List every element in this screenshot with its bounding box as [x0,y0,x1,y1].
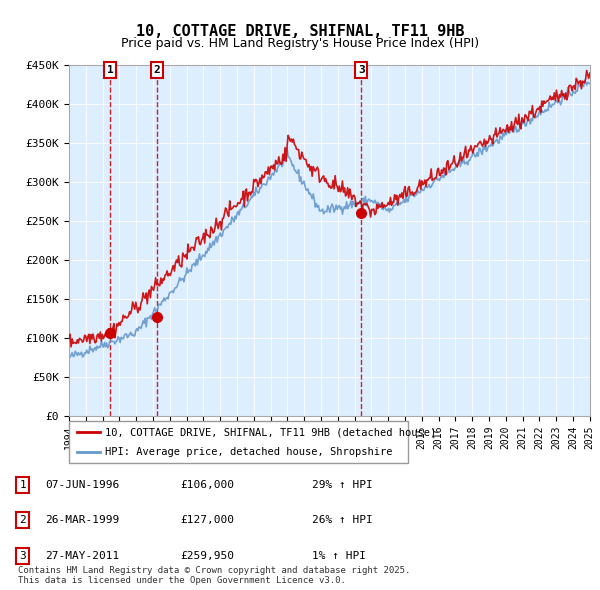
Text: 10, COTTAGE DRIVE, SHIFNAL, TF11 9HB: 10, COTTAGE DRIVE, SHIFNAL, TF11 9HB [136,24,464,38]
Text: 26% ↑ HPI: 26% ↑ HPI [312,516,373,525]
Text: 3: 3 [19,551,26,560]
Text: 1: 1 [107,65,113,75]
Text: 27-MAY-2011: 27-MAY-2011 [45,551,119,560]
Text: £106,000: £106,000 [180,480,234,490]
Text: 3: 3 [358,65,365,75]
Text: Contains HM Land Registry data © Crown copyright and database right 2025.
This d: Contains HM Land Registry data © Crown c… [18,566,410,585]
Text: 1% ↑ HPI: 1% ↑ HPI [312,551,366,560]
Text: 2: 2 [19,516,26,525]
Text: £259,950: £259,950 [180,551,234,560]
Text: £127,000: £127,000 [180,516,234,525]
FancyBboxPatch shape [69,421,408,463]
Text: 07-JUN-1996: 07-JUN-1996 [45,480,119,490]
Text: HPI: Average price, detached house, Shropshire: HPI: Average price, detached house, Shro… [104,447,392,457]
Text: 10, COTTAGE DRIVE, SHIFNAL, TF11 9HB (detached house): 10, COTTAGE DRIVE, SHIFNAL, TF11 9HB (de… [104,427,436,437]
Text: 1: 1 [19,480,26,490]
Text: Price paid vs. HM Land Registry's House Price Index (HPI): Price paid vs. HM Land Registry's House … [121,37,479,50]
Text: 2: 2 [154,65,160,75]
Text: 26-MAR-1999: 26-MAR-1999 [45,516,119,525]
Text: 29% ↑ HPI: 29% ↑ HPI [312,480,373,490]
